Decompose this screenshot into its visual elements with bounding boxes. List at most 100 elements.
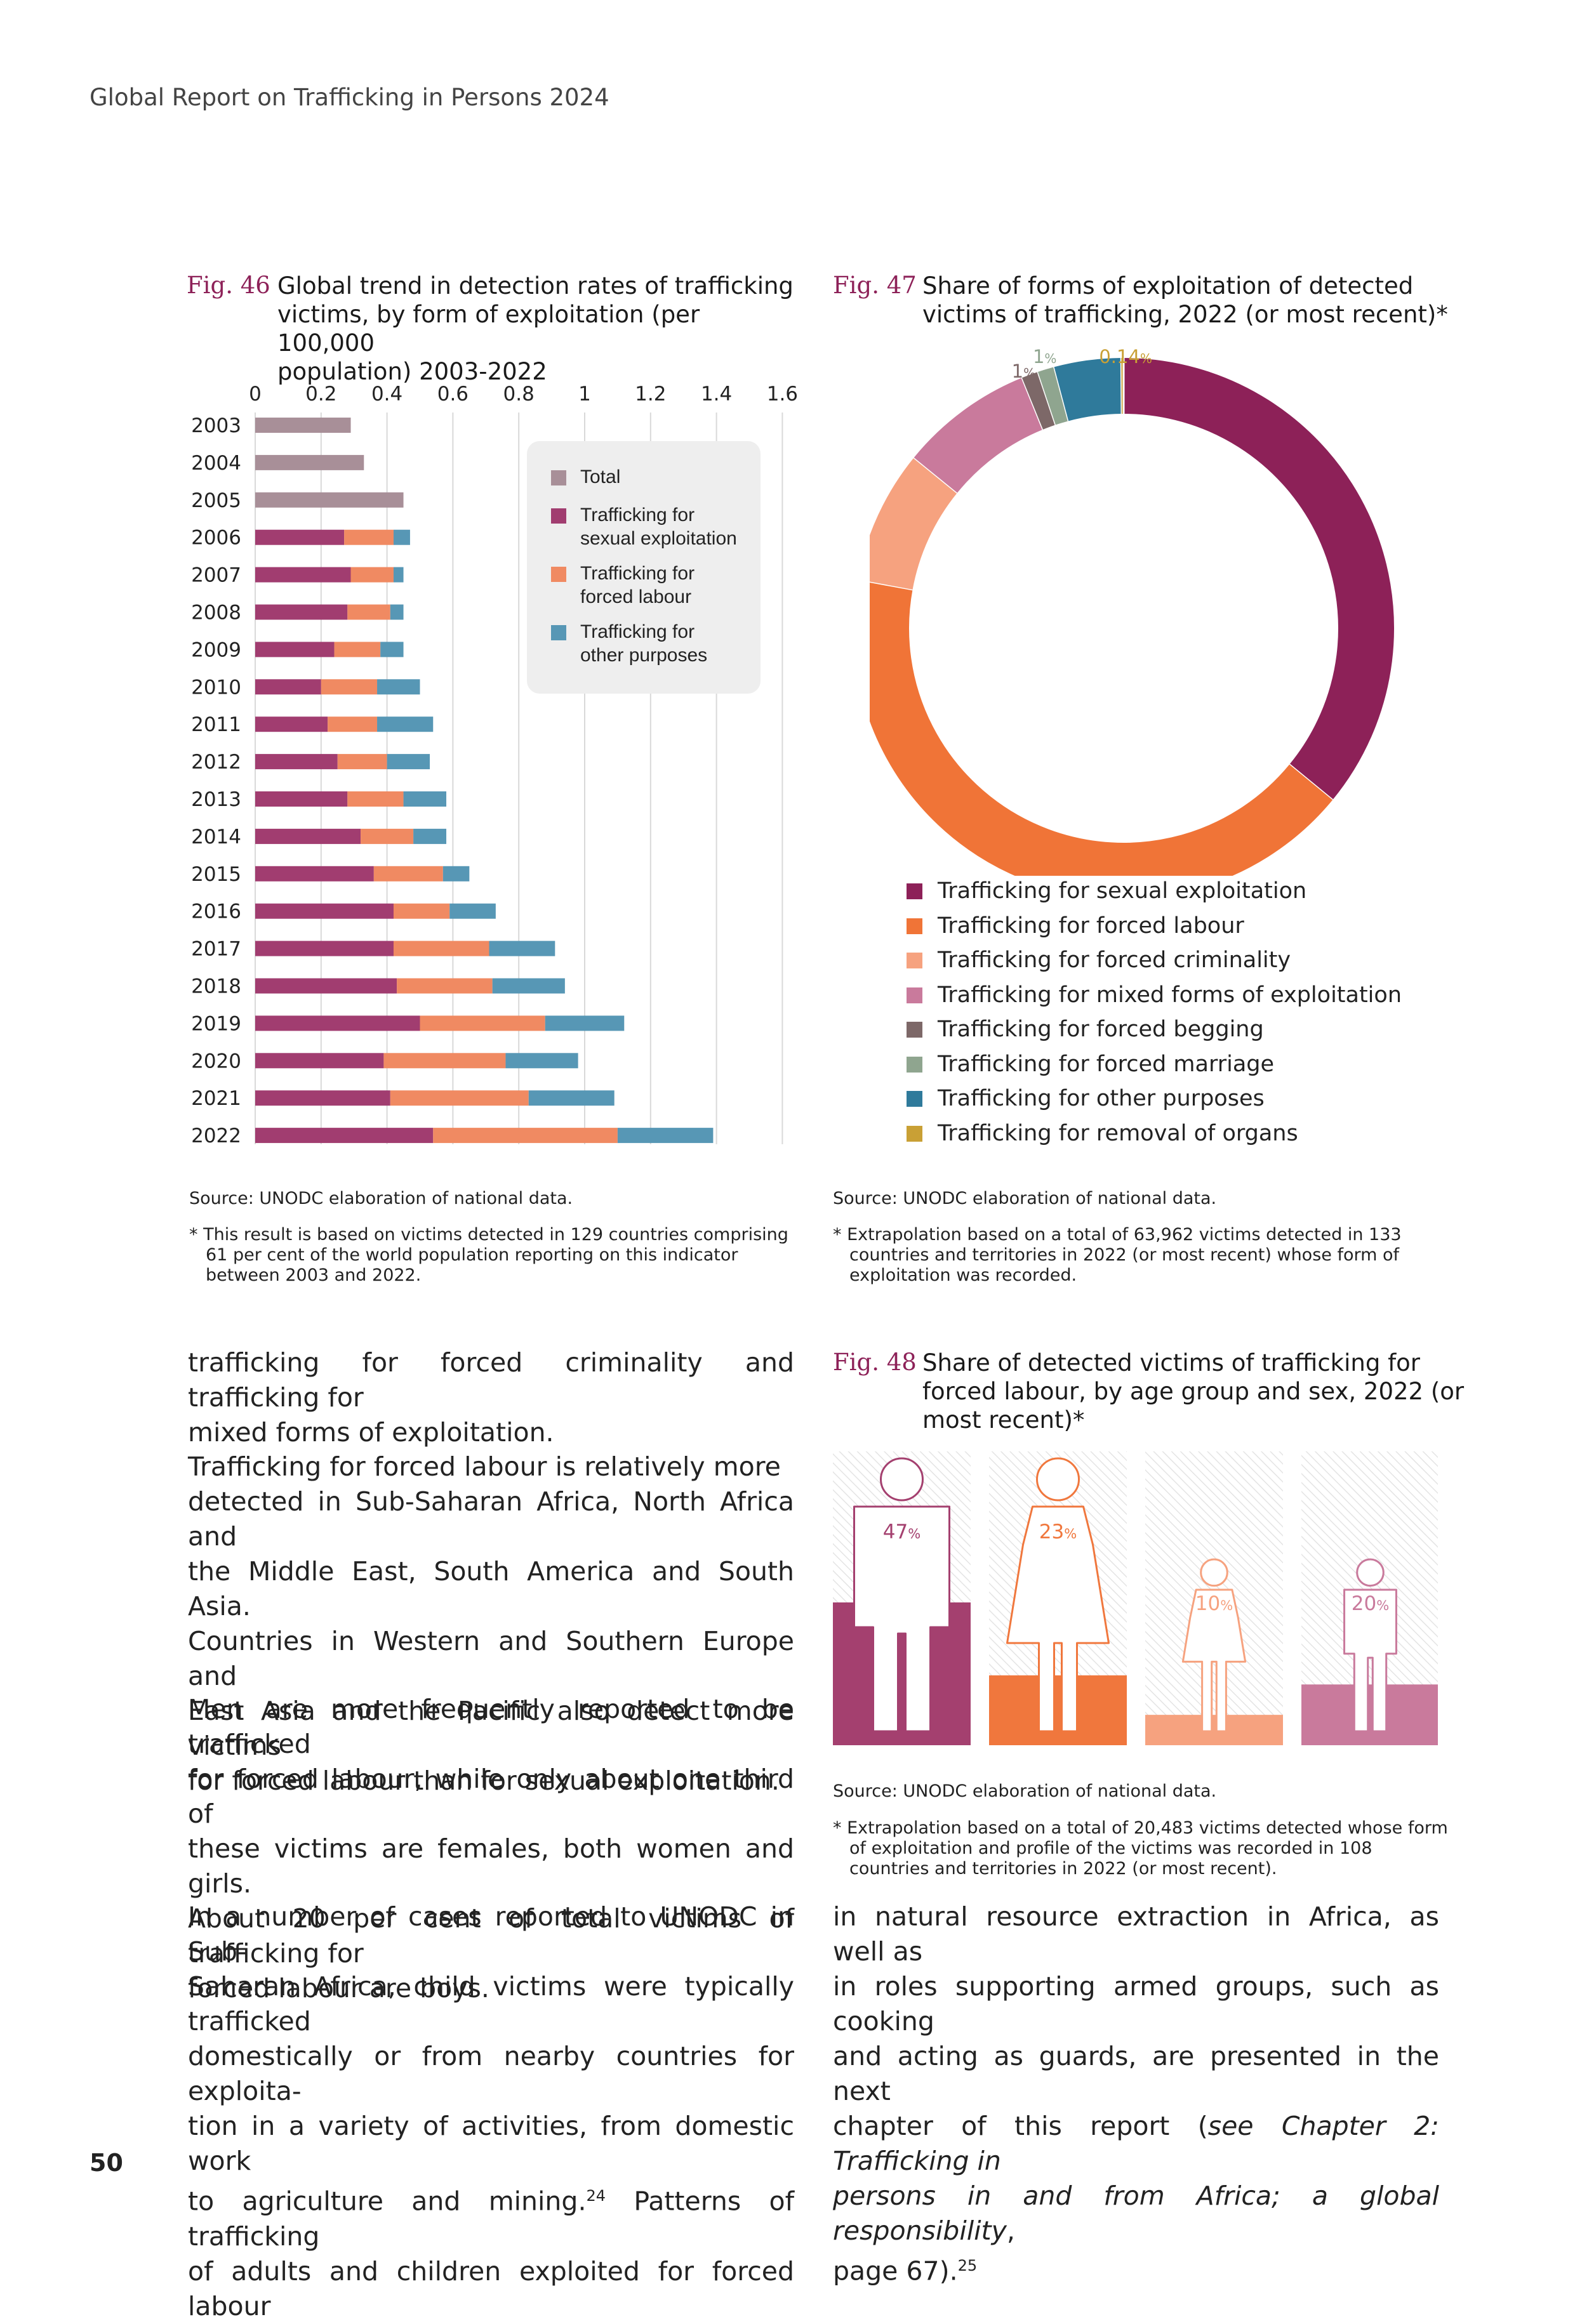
donut-slice (1032, 399, 1046, 404)
text-line: of adults and children exploited for for… (188, 2254, 794, 2324)
bar-segment (397, 979, 493, 994)
legend-swatch (551, 567, 566, 582)
bar-segment (377, 679, 420, 694)
bar-segment (321, 679, 377, 694)
unit-label: % (1011, 470, 1023, 485)
x-tick-label: 1 (578, 383, 591, 406)
data-label: 1% (1033, 346, 1056, 367)
share-fill (989, 1675, 1127, 1745)
donut-slice (1047, 394, 1061, 399)
legend-swatch (907, 883, 922, 899)
legend-label: Trafficking for forced marriage (938, 1052, 1274, 1077)
unit-label: % (1376, 1598, 1389, 1613)
unit-label: % (908, 1526, 920, 1542)
text-line: domestically or from nearby countries fo… (188, 2039, 794, 2109)
fig46-title-line-2: victims, by form of exploitation (per 10… (277, 300, 798, 357)
bar-segment (394, 530, 410, 545)
y-tick-label: 2021 (191, 1087, 241, 1110)
fig48-note-line: * Extrapolation based on a total of 20,4… (833, 1818, 1455, 1839)
bar-segment (328, 716, 377, 732)
bar-segment (255, 754, 338, 769)
x-tick-label: 0 (249, 383, 262, 406)
y-tick-label: 2020 (191, 1050, 241, 1073)
fig46-title-line-1: Global trend in detection rates of traff… (277, 272, 798, 300)
bar-segment (390, 605, 404, 620)
bar-segment (338, 754, 387, 769)
text-span: chapter of this report ( (833, 2111, 1208, 2141)
legend-label: Trafficking for forced criminality (938, 947, 1291, 973)
legend-item: Trafficking for mixed forms of exploitat… (907, 982, 1402, 1008)
fig47-title-line-2: victims of trafficking, 2022 (or most re… (922, 300, 1494, 329)
bar-segment (383, 1053, 505, 1068)
bar-segment (255, 1090, 390, 1106)
fig47-donut-chart: 36%42%8%8%1%1%4%0.14% (870, 343, 1416, 876)
chapter-reference[interactable]: persons in and from Africa; a global res… (833, 2181, 1439, 2246)
legend-label: Trafficking for other purposes (938, 1086, 1265, 1111)
text-line: Saharan Africa, child victims were typic… (188, 1969, 794, 2039)
text-line: detected in Sub-Saharan Africa, North Af… (188, 1484, 794, 1554)
data-label: 42% (1027, 789, 1062, 810)
fig48-pictogram-chart: 47%23%10%20% (828, 1450, 1438, 1748)
fig48-note-line: countries and territories in 2022 (or mo… (833, 1859, 1455, 1879)
footnote-ref-25[interactable]: 25 (958, 2257, 978, 2274)
x-tick-label: 1.6 (767, 383, 798, 406)
text-line: mixed forms of exploitation. (188, 1415, 794, 1450)
donut-slice (1061, 386, 1122, 394)
legend-swatch (907, 1126, 922, 1142)
legend-item: Trafficking for other purposes (907, 1086, 1265, 1111)
text-line: in natural resource extraction in Africa… (833, 1899, 1439, 1969)
text-line: Trafficking for forced labour is relativ… (188, 1449, 794, 1484)
legend-swatch (907, 918, 922, 934)
bar-segment (374, 866, 443, 881)
data-label: 36% (1281, 534, 1317, 556)
unit-label: % (1098, 435, 1110, 451)
text-span: to agriculture and mining. (188, 2186, 586, 2217)
legend-item: Trafficking for forced criminality (907, 947, 1291, 973)
page-number: 50 (90, 2149, 123, 2177)
text-line: in roles supporting armed groups, such a… (833, 1969, 1439, 2039)
footnote-ref-24[interactable]: 24 (586, 2187, 606, 2205)
bar-segment (255, 941, 394, 956)
unit-label: % (1305, 539, 1317, 555)
unit-label: % (952, 543, 964, 558)
fig47-note-line: * Extrapolation based on a total of 63,9… (833, 1225, 1442, 1245)
fig46-note-line: 61 per cent of the world population repo… (189, 1245, 799, 1265)
bar-segment (255, 716, 328, 732)
text-span: , (1007, 2215, 1015, 2246)
unit-label: % (1044, 351, 1056, 366)
text-line: the Middle East, South America and South… (188, 1554, 794, 1624)
bar-segment (387, 754, 430, 769)
text-span: page 67). (833, 2256, 958, 2287)
bar-segment (255, 1053, 383, 1068)
bar-segment (255, 1015, 420, 1031)
legend-item: Trafficking for removal of organs (907, 1121, 1298, 1146)
text-line: to agriculture and mining.24 Patterns of… (188, 2179, 794, 2254)
bar-segment (255, 605, 347, 620)
bar-segment (361, 829, 413, 844)
x-tick-label: 0.6 (437, 383, 469, 406)
fig48-note-line: of exploitation and profile of the victi… (833, 1839, 1455, 1859)
legend-label: Trafficking for forced begging (938, 1017, 1264, 1042)
share-fill (1145, 1715, 1283, 1745)
body-paragraph-right: in natural resource extraction in Africa… (833, 1899, 1439, 2289)
fig48-number: Fig. 48 (833, 1349, 917, 1376)
fig47-number: Fig. 47 (833, 272, 917, 299)
donut-slice (885, 475, 936, 584)
y-tick-label: 2014 (191, 826, 241, 848)
fig47-note: * Extrapolation based on a total of 63,9… (833, 1225, 1442, 1286)
bar-segment (255, 829, 361, 844)
fig46-note: * This result is based on victims detect… (189, 1225, 799, 1286)
legend-label: Trafficking for (580, 503, 783, 527)
bar-segment (255, 530, 344, 545)
unit-label: % (1064, 1526, 1077, 1542)
bar-segment (377, 716, 433, 732)
running-header: Global Report on Trafficking in Persons … (90, 84, 609, 111)
bar-segment (380, 642, 403, 657)
bar-segment (489, 941, 555, 956)
bar-segment (449, 904, 496, 919)
legend-item: Trafficking for forced begging (907, 1017, 1264, 1042)
bar-segment (255, 866, 374, 881)
person-head (1201, 1559, 1228, 1586)
unit-label: % (1023, 366, 1035, 381)
bar-segment (404, 791, 446, 807)
